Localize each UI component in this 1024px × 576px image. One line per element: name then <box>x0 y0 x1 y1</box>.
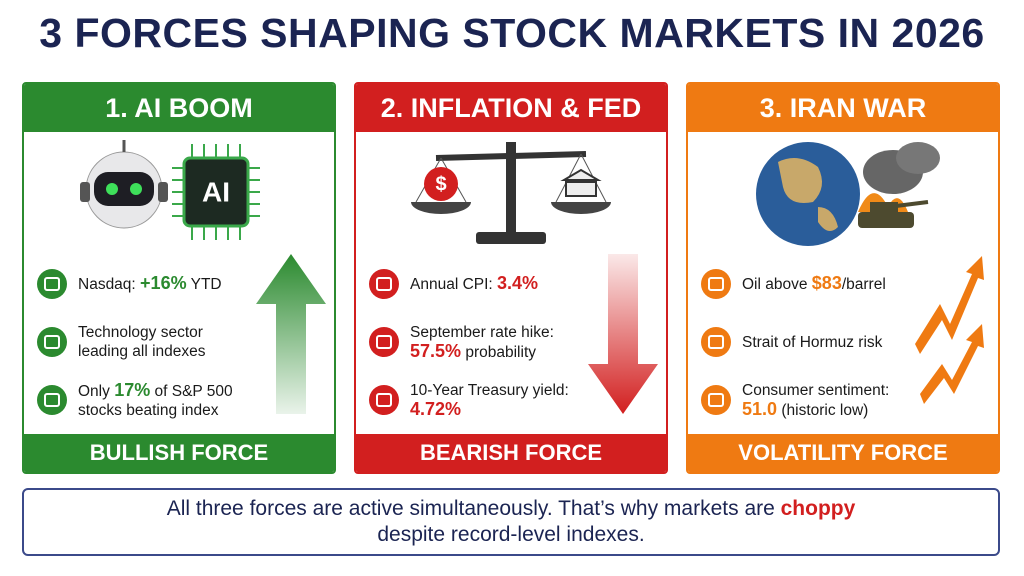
up-arrow <box>256 254 326 414</box>
fact-text-part: /barrel <box>841 276 886 293</box>
scale-illustration: $ <box>411 142 611 244</box>
fact-item: Annual CPI: 3.4% <box>368 256 608 312</box>
fact-emphasis: $83 <box>811 273 842 293</box>
fact-item: Nasdaq: +16% YTD <box>36 256 276 312</box>
fact-text: Strait of Hormuz risk <box>742 333 920 352</box>
fact-text-part: Nasdaq: <box>78 276 141 293</box>
note-emphasis: choppy <box>780 497 856 520</box>
fact-item: Only 17% of S&P 500 stocks beating index <box>36 372 276 428</box>
panel-header: 1. AI BOOM <box>24 84 334 132</box>
volatility-arrows <box>915 256 984 404</box>
fact-text-part: of S&P 500 stocks beating index <box>78 382 233 419</box>
force-panel: 2. INFLATION & FED $ Annual CPI: 3.4% Se… <box>354 82 668 474</box>
fact-icon <box>369 385 399 415</box>
fact-item: September rate hike: 57.5% probability <box>368 314 608 370</box>
note-text-part: All three forces are active simultaneous… <box>166 497 781 520</box>
fact-text-part: Only <box>78 382 115 400</box>
force-panel: 1. AI BOOM AI Nasdaq: +16% YTD Technolog… <box>22 82 336 474</box>
fact-icon <box>701 269 731 299</box>
fact-emphasis: 51.0 <box>742 398 778 419</box>
panel-footer: BEARISH FORCE <box>356 434 666 472</box>
fact-emphasis: 4.72% <box>410 398 462 419</box>
fact-text-part: (historic low) <box>777 401 869 419</box>
fact-item: Consumer sentiment: 51.0 (historic low) <box>700 372 940 428</box>
panel-footer: VOLATILITY FORCE <box>688 434 998 472</box>
panel-header: 2. INFLATION & FED <box>356 84 666 132</box>
fact-item: Strait of Hormuz risk <box>700 314 940 370</box>
page-title: 3 FORCES SHAPING STOCK MARKETS IN 2026 <box>39 10 985 56</box>
illustration: AI <box>24 132 334 252</box>
fact-text: Annual CPI: 3.4% <box>410 274 588 294</box>
fact-text-part: Technology sector leading all indexes <box>78 324 206 360</box>
illustration: $ <box>356 132 666 252</box>
panel-footer: BULLISH FORCE <box>24 434 334 472</box>
fact-item: Oil above $83/barrel <box>700 256 940 312</box>
fact-text: Technology sector leading all indexes <box>78 323 256 361</box>
war-illustration <box>756 142 940 246</box>
panel-header: 3. IRAN WAR <box>688 84 998 132</box>
fact-emphasis: 57.5% <box>410 340 462 361</box>
note-box: All three forces are active simultaneous… <box>22 488 1000 556</box>
note-text: All three forces are active simultaneous… <box>151 496 871 548</box>
fact-text: Only 17% of S&P 500 stocks beating index <box>78 379 256 420</box>
fact-emphasis: 3.4% <box>497 273 539 293</box>
fact-text-part: Consumer sentiment: <box>742 381 890 399</box>
fact-icon <box>37 385 67 415</box>
fact-text-part: 10-Year Treasury yield: <box>410 381 569 399</box>
fact-icon <box>37 269 67 299</box>
fact-icon <box>369 327 399 357</box>
fact-item: 10-Year Treasury yield: 4.72% <box>368 372 608 428</box>
down-arrow <box>588 254 658 414</box>
fact-text-part: probability <box>461 343 537 361</box>
fact-text: Consumer sentiment: 51.0 (historic low) <box>742 381 920 420</box>
fact-text-part: Oil above <box>742 276 812 293</box>
coin-label: $ <box>435 173 446 195</box>
fact-text-part: Annual CPI: <box>410 276 498 293</box>
chip-label: AI <box>202 176 230 207</box>
fact-icon <box>369 269 399 299</box>
fact-text: Oil above $83/barrel <box>742 274 920 294</box>
fact-icon <box>701 327 731 357</box>
fact-emphasis: +16% <box>140 273 187 293</box>
fact-emphasis: 17% <box>114 379 151 400</box>
fact-icon <box>37 327 67 357</box>
note-text-part: despite record-level indexes. <box>377 523 645 546</box>
fact-text-part: Strait of Hormuz risk <box>742 333 883 351</box>
force-panel: 3. IRAN WAR Oil above $83/barrel Strait … <box>686 82 1000 474</box>
fact-text: Nasdaq: +16% YTD <box>78 274 256 294</box>
ai-illustration: AI <box>80 140 260 240</box>
fact-item: Technology sector leading all indexes <box>36 314 276 370</box>
fact-text: 10-Year Treasury yield: 4.72% <box>410 381 588 420</box>
illustration <box>688 132 998 252</box>
fact-text-part: YTD <box>186 276 222 293</box>
fact-text-part: September rate hike: <box>410 323 554 341</box>
fact-icon <box>701 385 731 415</box>
fact-text: September rate hike: 57.5% probability <box>410 323 588 362</box>
